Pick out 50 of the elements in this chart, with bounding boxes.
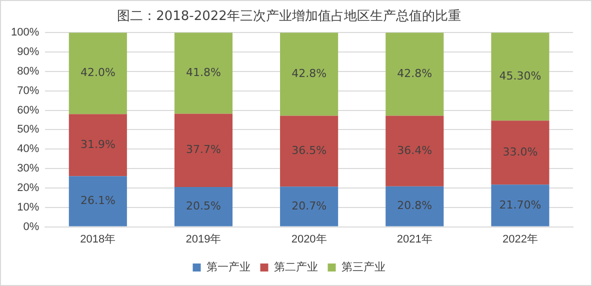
y-tick-label: 40% [17, 143, 40, 156]
bar [491, 184, 550, 226]
bar [280, 32, 338, 116]
data-label: 42.8% [397, 67, 432, 80]
bar [68, 176, 127, 226]
bar [174, 32, 233, 114]
data-label: 42.0% [80, 66, 116, 80]
data-label: 37.7% [186, 143, 221, 156]
x-tick-label: 2021年 [396, 233, 432, 246]
data-label: 36.5% [292, 144, 327, 158]
bar [491, 120, 550, 185]
data-label: 20.8% [397, 199, 432, 212]
data-label: 42.8% [292, 67, 327, 80]
bar [68, 32, 127, 114]
bar [386, 32, 444, 116]
data-label: 41.8% [186, 66, 221, 80]
chart-title: 图二：2018-2022年三次产业增加值占地区生产总值的比重 [117, 9, 461, 24]
y-tick-label: 80% [17, 65, 40, 78]
y-tick-label: 100% [10, 26, 40, 39]
y-tick-label: 90% [17, 46, 40, 58]
bar [68, 114, 127, 176]
bar [386, 116, 444, 186]
y-tick-label: 30% [17, 162, 40, 175]
legend-label: 第三产业 [341, 260, 386, 274]
y-tick-label: 10% [17, 201, 40, 214]
bar [174, 186, 233, 226]
x-tick-label: 2018年 [80, 233, 116, 246]
y-tick-label: 70% [17, 84, 40, 97]
x-tick-label: 2022年 [502, 233, 538, 246]
bar [491, 32, 550, 121]
data-label: 31.9% [80, 138, 116, 151]
y-tick-label: 20% [17, 182, 40, 194]
bar [280, 116, 338, 187]
bar [280, 186, 338, 226]
bar [386, 186, 444, 226]
legend-label: 第二产业 [274, 260, 318, 274]
data-label: 26.1% [80, 194, 116, 208]
data-label: 21.70% [499, 198, 542, 212]
data-label: 33.0% [502, 145, 538, 158]
bar [174, 114, 233, 187]
x-tick-label: 2020年 [291, 233, 327, 246]
data-label: 20.7% [292, 199, 327, 212]
data-label: 45.30% [499, 69, 542, 82]
data-label: 36.4% [397, 144, 432, 157]
y-tick-label: 0% [23, 220, 40, 233]
legend-label: 第一产业 [206, 260, 250, 274]
x-tick-label: 2019年 [186, 233, 222, 246]
y-tick-label: 50% [17, 124, 40, 136]
y-tick-label: 60% [17, 104, 40, 116]
data-label: 20.5% [186, 200, 221, 213]
